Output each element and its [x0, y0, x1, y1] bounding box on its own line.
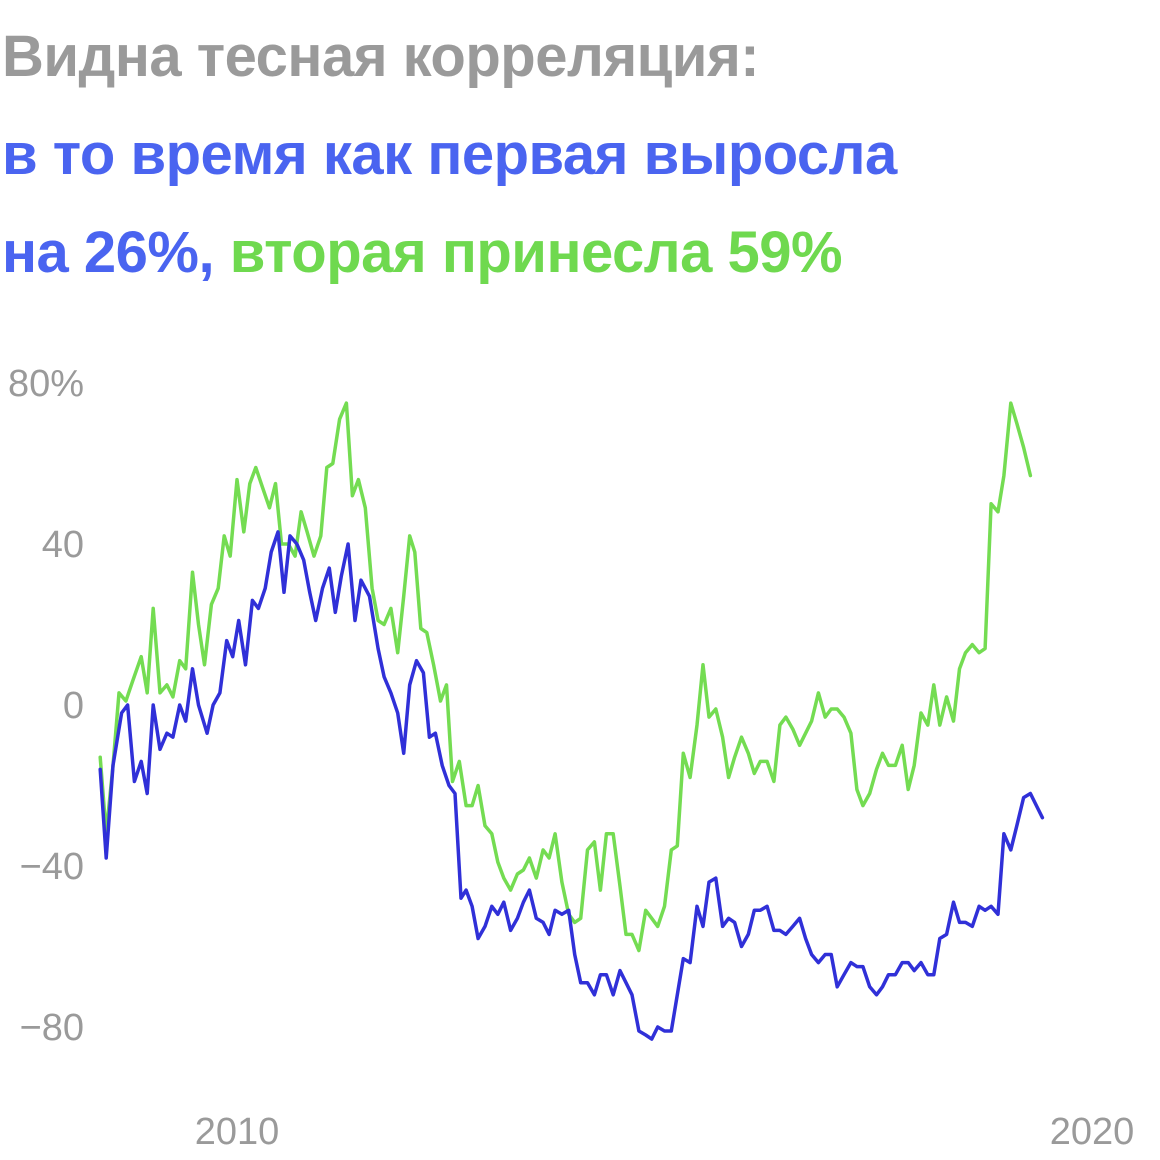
y-tick-label: 0 — [63, 685, 84, 727]
y-tick-label: 40 — [42, 524, 84, 566]
title-line-3: на 26%, вторая принесла 59% — [2, 204, 897, 302]
green-series-line — [98, 401, 1033, 953]
y-axis-ticks: 80% 40 0 −40 −80 — [8, 363, 84, 1049]
y-tick-label: −80 — [20, 1007, 84, 1049]
line-chart: 80% 40 0 −40 −80 2010 2020 — [8, 363, 1135, 1153]
blue-series-line — [98, 530, 1045, 1041]
series-layer — [98, 401, 1045, 1041]
title-line-1: Видна тесная корреляция: — [2, 24, 760, 89]
x-tick-label: 2010 — [195, 1111, 280, 1153]
chart-title: Видна тесная корреляция: в то время как … — [2, 8, 897, 302]
title-line-3-green: вторая принесла 59% — [229, 220, 843, 285]
y-tick-label: 80% — [8, 363, 84, 405]
x-axis-ticks: 2010 2020 — [195, 1111, 1135, 1153]
y-tick-label: −40 — [20, 846, 84, 888]
x-tick-label: 2020 — [1050, 1111, 1135, 1153]
title-line-2: в то время как первая выросла — [2, 122, 897, 187]
title-line-3-blue: на 26%, — [2, 220, 215, 285]
